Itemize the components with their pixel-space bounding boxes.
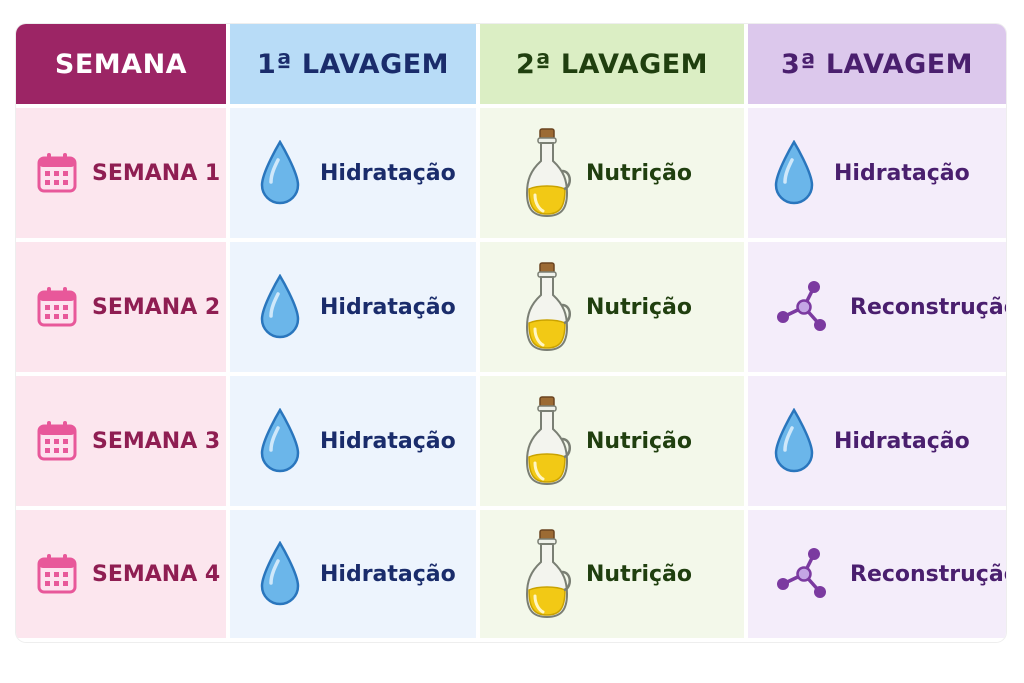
hair-wash-schedule-table: SEMANA 1ª LAVAGEM 2ª LAVAGEM 3ª LAVAGEM … <box>16 24 1006 642</box>
wash-3-label: Hidratação <box>834 160 970 186</box>
wash-1-label: Hidratação <box>320 294 456 320</box>
water-drop-icon <box>260 408 300 474</box>
water-drop-icon <box>260 541 300 607</box>
wash-2-label: Nutrição <box>586 561 692 587</box>
wash-2-label: Nutrição <box>586 160 692 186</box>
water-drop-icon <box>774 408 814 474</box>
wash-2-cell: Nutrição <box>480 510 744 638</box>
week-cell: SEMANA 4 <box>16 510 226 638</box>
wash-3-cell: Reconstrução <box>748 242 1006 372</box>
oil-bottle-icon <box>524 127 572 219</box>
water-drop-icon <box>774 140 814 206</box>
header-wash-3: 3ª LAVAGEM <box>748 24 1006 104</box>
wash-2-label: Nutrição <box>586 428 692 454</box>
wash-1-label: Hidratação <box>320 160 456 186</box>
header-week: SEMANA <box>16 24 226 104</box>
wash-2-cell: Nutrição <box>480 108 744 238</box>
week-label: SEMANA 3 <box>92 428 221 454</box>
oil-bottle-icon <box>524 528 572 620</box>
wash-2-label: Nutrição <box>586 294 692 320</box>
water-drop-icon <box>260 140 300 206</box>
wash-3-cell: Hidratação <box>748 108 1006 238</box>
wash-2-cell: Nutrição <box>480 376 744 506</box>
wash-1-label: Hidratação <box>320 428 456 454</box>
wash-1-label: Hidratação <box>320 561 456 587</box>
calendar-icon <box>36 152 78 194</box>
wash-1-cell: Hidratação <box>230 242 476 372</box>
week-label: SEMANA 2 <box>92 294 221 320</box>
calendar-icon <box>36 420 78 462</box>
calendar-icon <box>36 553 78 595</box>
wash-3-label: Hidratação <box>834 428 970 454</box>
wash-3-label: Reconstrução <box>850 294 1006 320</box>
oil-bottle-icon <box>524 395 572 487</box>
wash-1-cell: Hidratação <box>230 108 476 238</box>
wash-3-cell: Hidratação <box>748 376 1006 506</box>
wash-1-cell: Hidratação <box>230 376 476 506</box>
week-cell: SEMANA 3 <box>16 376 226 506</box>
wash-1-cell: Hidratação <box>230 510 476 638</box>
week-label: SEMANA 1 <box>92 160 221 186</box>
water-drop-icon <box>260 274 300 340</box>
header-wash-2: 2ª LAVAGEM <box>480 24 744 104</box>
molecule-icon <box>774 546 830 602</box>
calendar-icon <box>36 286 78 328</box>
oil-bottle-icon <box>524 261 572 353</box>
header-wash-1: 1ª LAVAGEM <box>230 24 476 104</box>
wash-2-cell: Nutrição <box>480 242 744 372</box>
wash-3-label: Reconstrução <box>850 561 1006 587</box>
week-cell: SEMANA 2 <box>16 242 226 372</box>
week-label: SEMANA 4 <box>92 561 221 587</box>
week-cell: SEMANA 1 <box>16 108 226 238</box>
molecule-icon <box>774 279 830 335</box>
wash-3-cell: Reconstrução <box>748 510 1006 638</box>
